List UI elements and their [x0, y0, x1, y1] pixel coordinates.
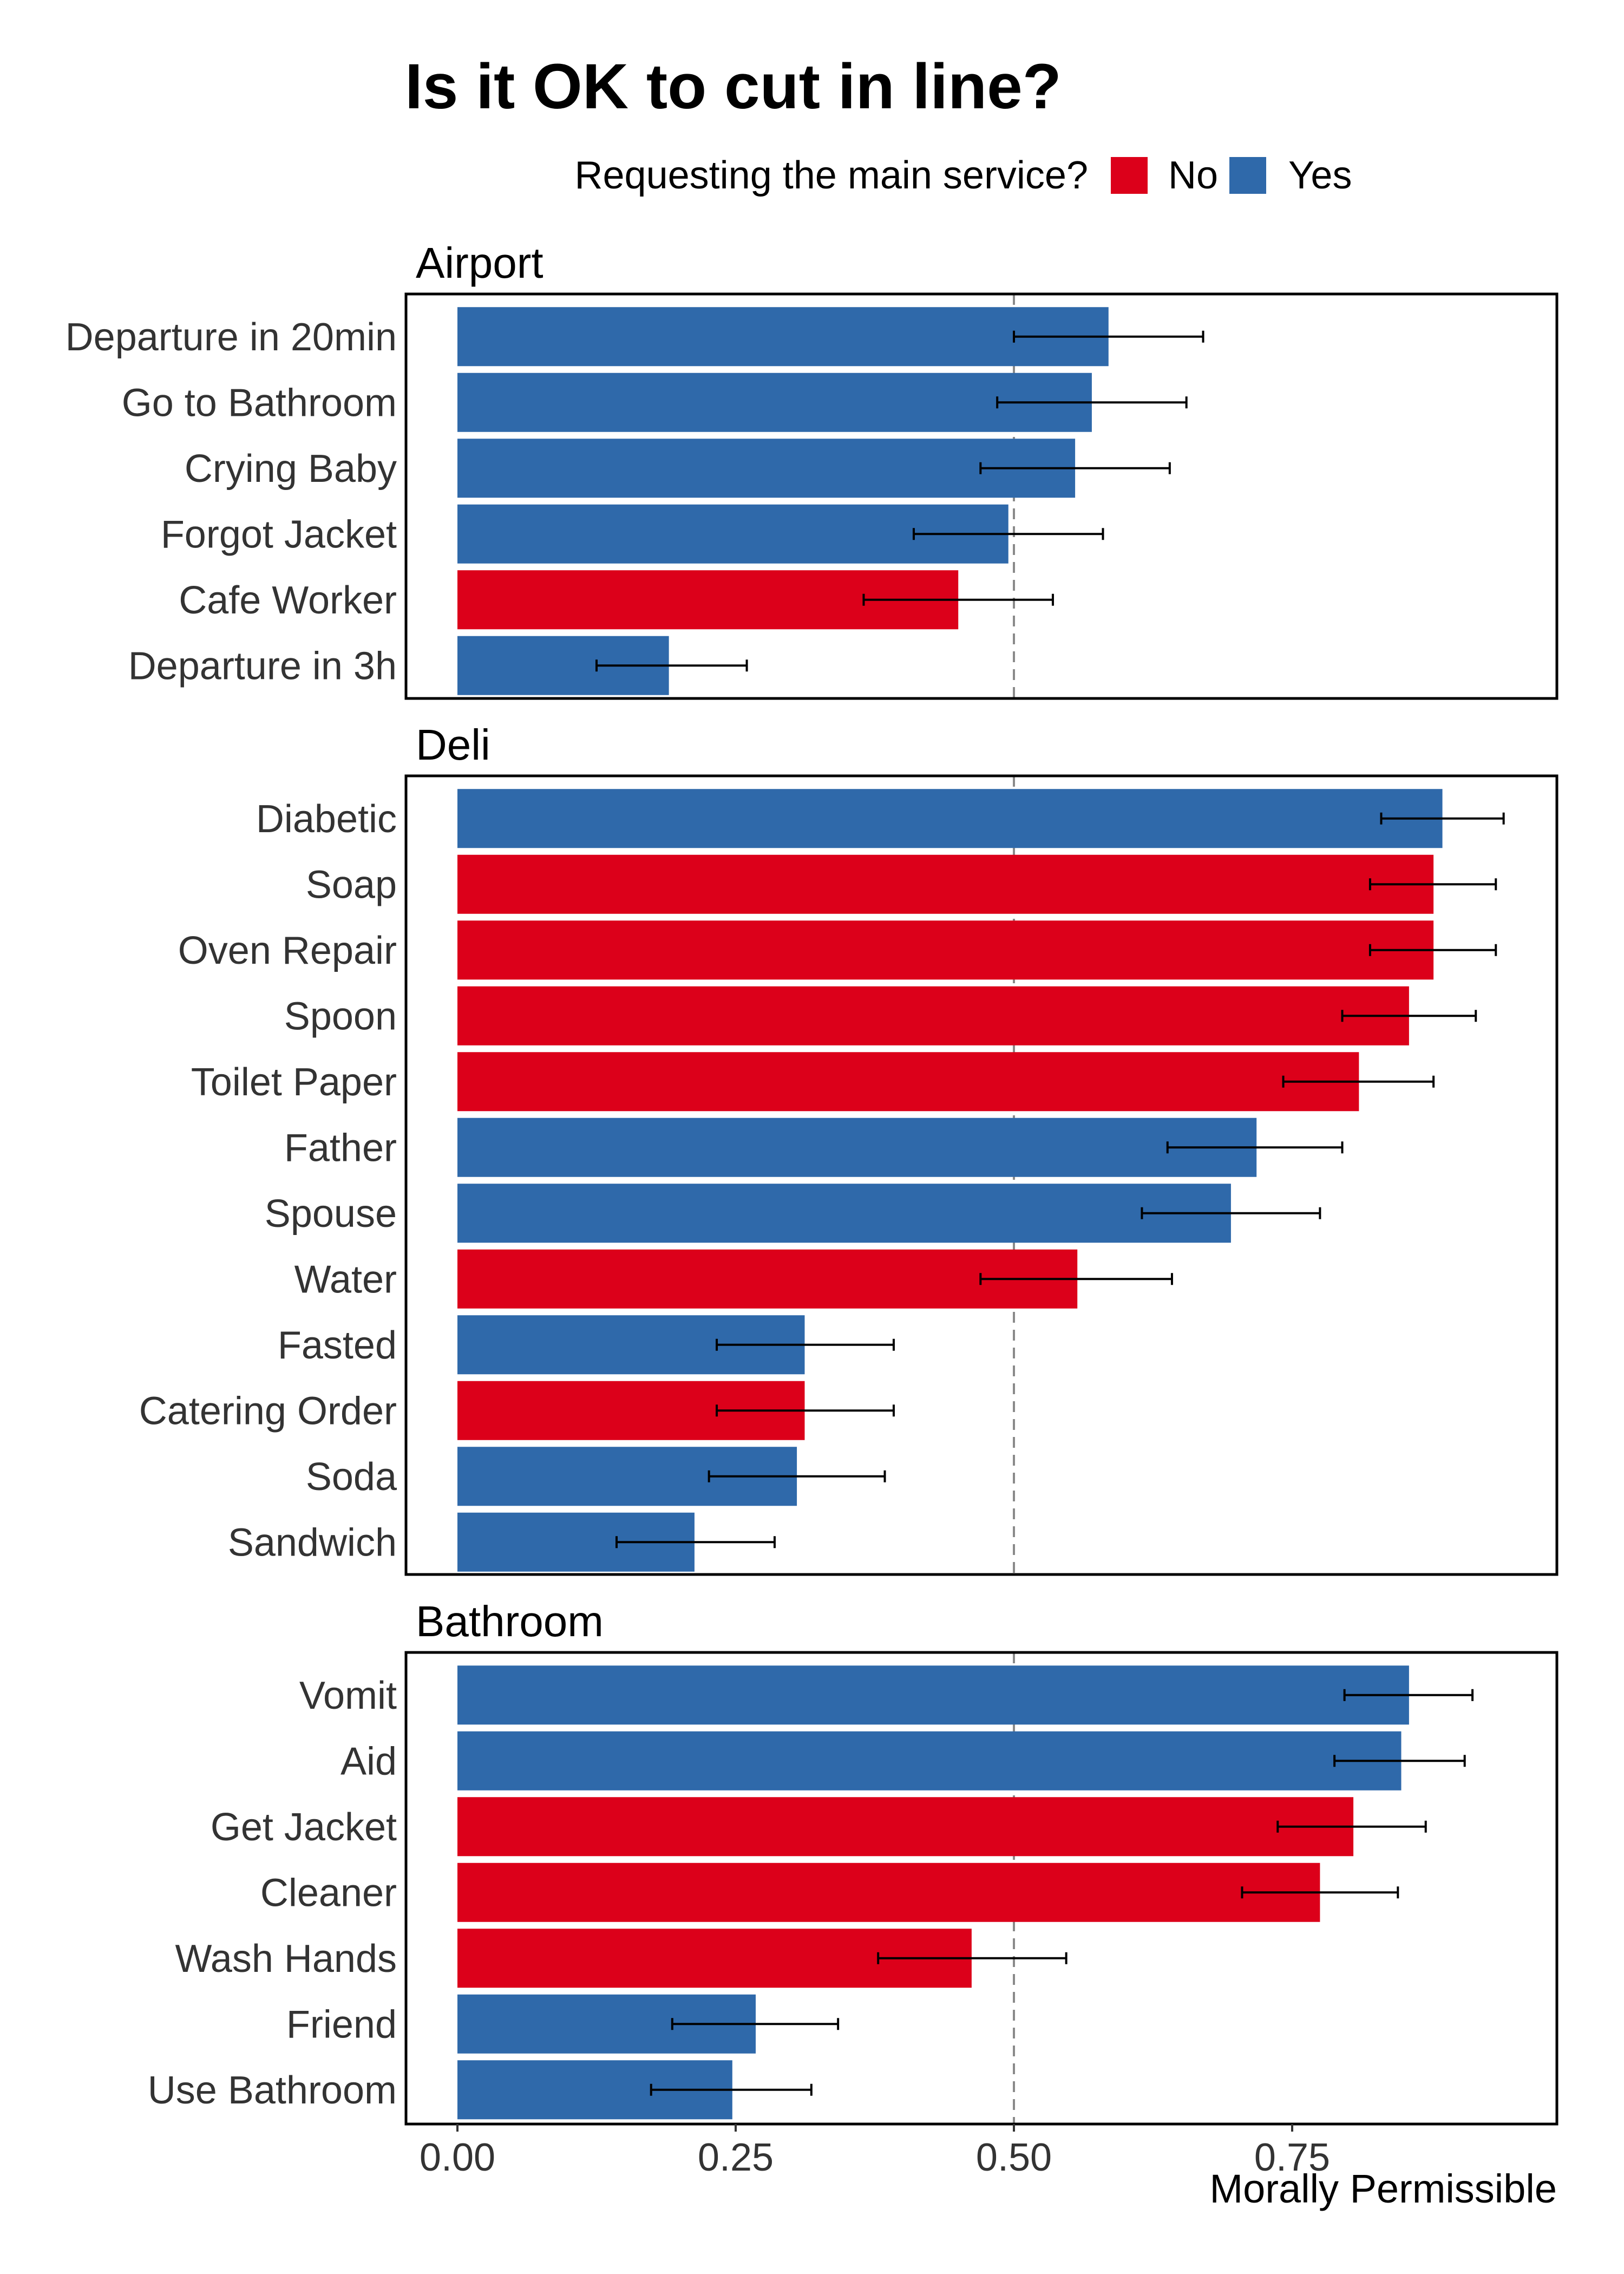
error-bar	[1282, 1075, 1435, 1088]
category-label: Water	[294, 1258, 397, 1301]
bar	[457, 1052, 1359, 1112]
error-bar	[1380, 812, 1505, 825]
category-label: Oven Repair	[178, 929, 397, 972]
category-label: Sandwich	[228, 1521, 397, 1564]
category-label: Friend	[286, 2003, 397, 2046]
category-label: Aid	[340, 1740, 397, 1783]
error-bar	[877, 1952, 1068, 1964]
error-bar	[1276, 1820, 1427, 1833]
error-bar	[1166, 1141, 1344, 1154]
error-bar	[595, 659, 748, 672]
chart-title: Is it OK to cut in line?	[405, 51, 1062, 122]
error-bar	[1368, 944, 1497, 956]
x-tick-label: 0.50	[976, 2136, 1052, 2179]
panel-border	[404, 1651, 1558, 2126]
error-bar	[979, 1273, 1173, 1285]
error-bar	[996, 396, 1188, 409]
legend-title: Requesting the main service?	[574, 154, 1088, 197]
bar	[457, 854, 1434, 914]
error-bar	[979, 462, 1171, 474]
error-bar	[1333, 1755, 1466, 1767]
bar	[457, 1665, 1409, 1725]
panel-title: Airport	[416, 239, 543, 287]
panel-bathroom: Bathroom Vomit Aid Get Jacket Cleaner Wash Ha…	[148, 1597, 1558, 2126]
category-label: Father	[284, 1126, 397, 1169]
x-axis: 0.00 0.25 0.50 0.75	[420, 2124, 1330, 2179]
bar	[457, 439, 1076, 498]
category-label: Forgot Jacket	[161, 513, 397, 556]
category-label: Fasted	[278, 1324, 397, 1367]
legend-key-no	[1111, 157, 1148, 194]
bar	[457, 1118, 1257, 1177]
error-bar	[650, 2083, 813, 2096]
error-bar	[716, 1404, 895, 1417]
error-bar	[1341, 1010, 1477, 1022]
panel-border	[404, 774, 1558, 1576]
category-label: Soda	[306, 1455, 397, 1499]
legend-label-yes: Yes	[1288, 154, 1352, 197]
legend: Requesting the main service? No Yes	[574, 154, 1352, 197]
error-bar	[1013, 330, 1204, 343]
error-bar	[615, 1536, 776, 1548]
error-bar	[912, 528, 1104, 540]
bar	[457, 920, 1434, 980]
bar	[457, 373, 1092, 432]
category-label: Spoon	[284, 995, 397, 1038]
category-label: Departure in 20min	[66, 316, 397, 359]
error-bar	[1141, 1207, 1321, 1219]
category-label: Wash Hands	[175, 1937, 397, 1981]
facet-panels: Airport Departure in 20min Go to Bathroom C…	[66, 239, 1558, 2126]
error-bar	[708, 1470, 886, 1482]
category-label: Soap	[306, 863, 397, 906]
panel-title: Bathroom	[416, 1597, 604, 1645]
category-label: Cafe Worker	[179, 579, 397, 622]
x-tick-label: 0.00	[420, 2136, 495, 2179]
category-label: Catering Order	[139, 1389, 397, 1433]
panel-title: Deli	[416, 721, 490, 769]
category-label: Crying Baby	[185, 447, 397, 491]
bar	[457, 1184, 1231, 1243]
error-bar	[1241, 1886, 1399, 1899]
legend-label-no: No	[1168, 154, 1218, 197]
bar	[457, 1797, 1354, 1857]
bar	[457, 1731, 1402, 1791]
panel-airport: Airport Departure in 20min Go to Bathroom C…	[66, 239, 1558, 700]
bar	[457, 307, 1109, 367]
panel-deli: Deli Diabetic Soap Oven Repair Spoon Toilet P…	[139, 721, 1558, 1576]
category-label: Vomit	[299, 1674, 397, 1717]
error-bar	[716, 1338, 895, 1351]
error-bar	[1368, 878, 1497, 891]
x-tick-label: 0.75	[1254, 2136, 1330, 2179]
x-tick-label: 0.25	[698, 2136, 774, 2179]
bar	[457, 789, 1443, 848]
category-label: Go to Bathroom	[122, 381, 397, 424]
error-bar	[862, 593, 1054, 606]
panel-border	[404, 292, 1558, 700]
category-label: Departure in 3h	[128, 644, 397, 688]
category-label: Get Jacket	[211, 1806, 397, 1849]
category-label: Spouse	[265, 1192, 397, 1236]
legend-key-yes	[1229, 157, 1266, 194]
error-bar	[671, 2018, 840, 2030]
category-label: Toilet Paper	[191, 1061, 397, 1104]
x-axis-title: Morally Permissible	[1210, 2166, 1557, 2211]
category-label: Use Bathroom	[148, 2069, 397, 2112]
error-bar	[1343, 1689, 1474, 1701]
bar	[457, 1863, 1320, 1922]
category-label: Diabetic	[256, 798, 397, 841]
bar	[457, 1249, 1078, 1309]
bar	[457, 986, 1409, 1045]
category-label: Cleaner	[260, 1871, 397, 1914]
